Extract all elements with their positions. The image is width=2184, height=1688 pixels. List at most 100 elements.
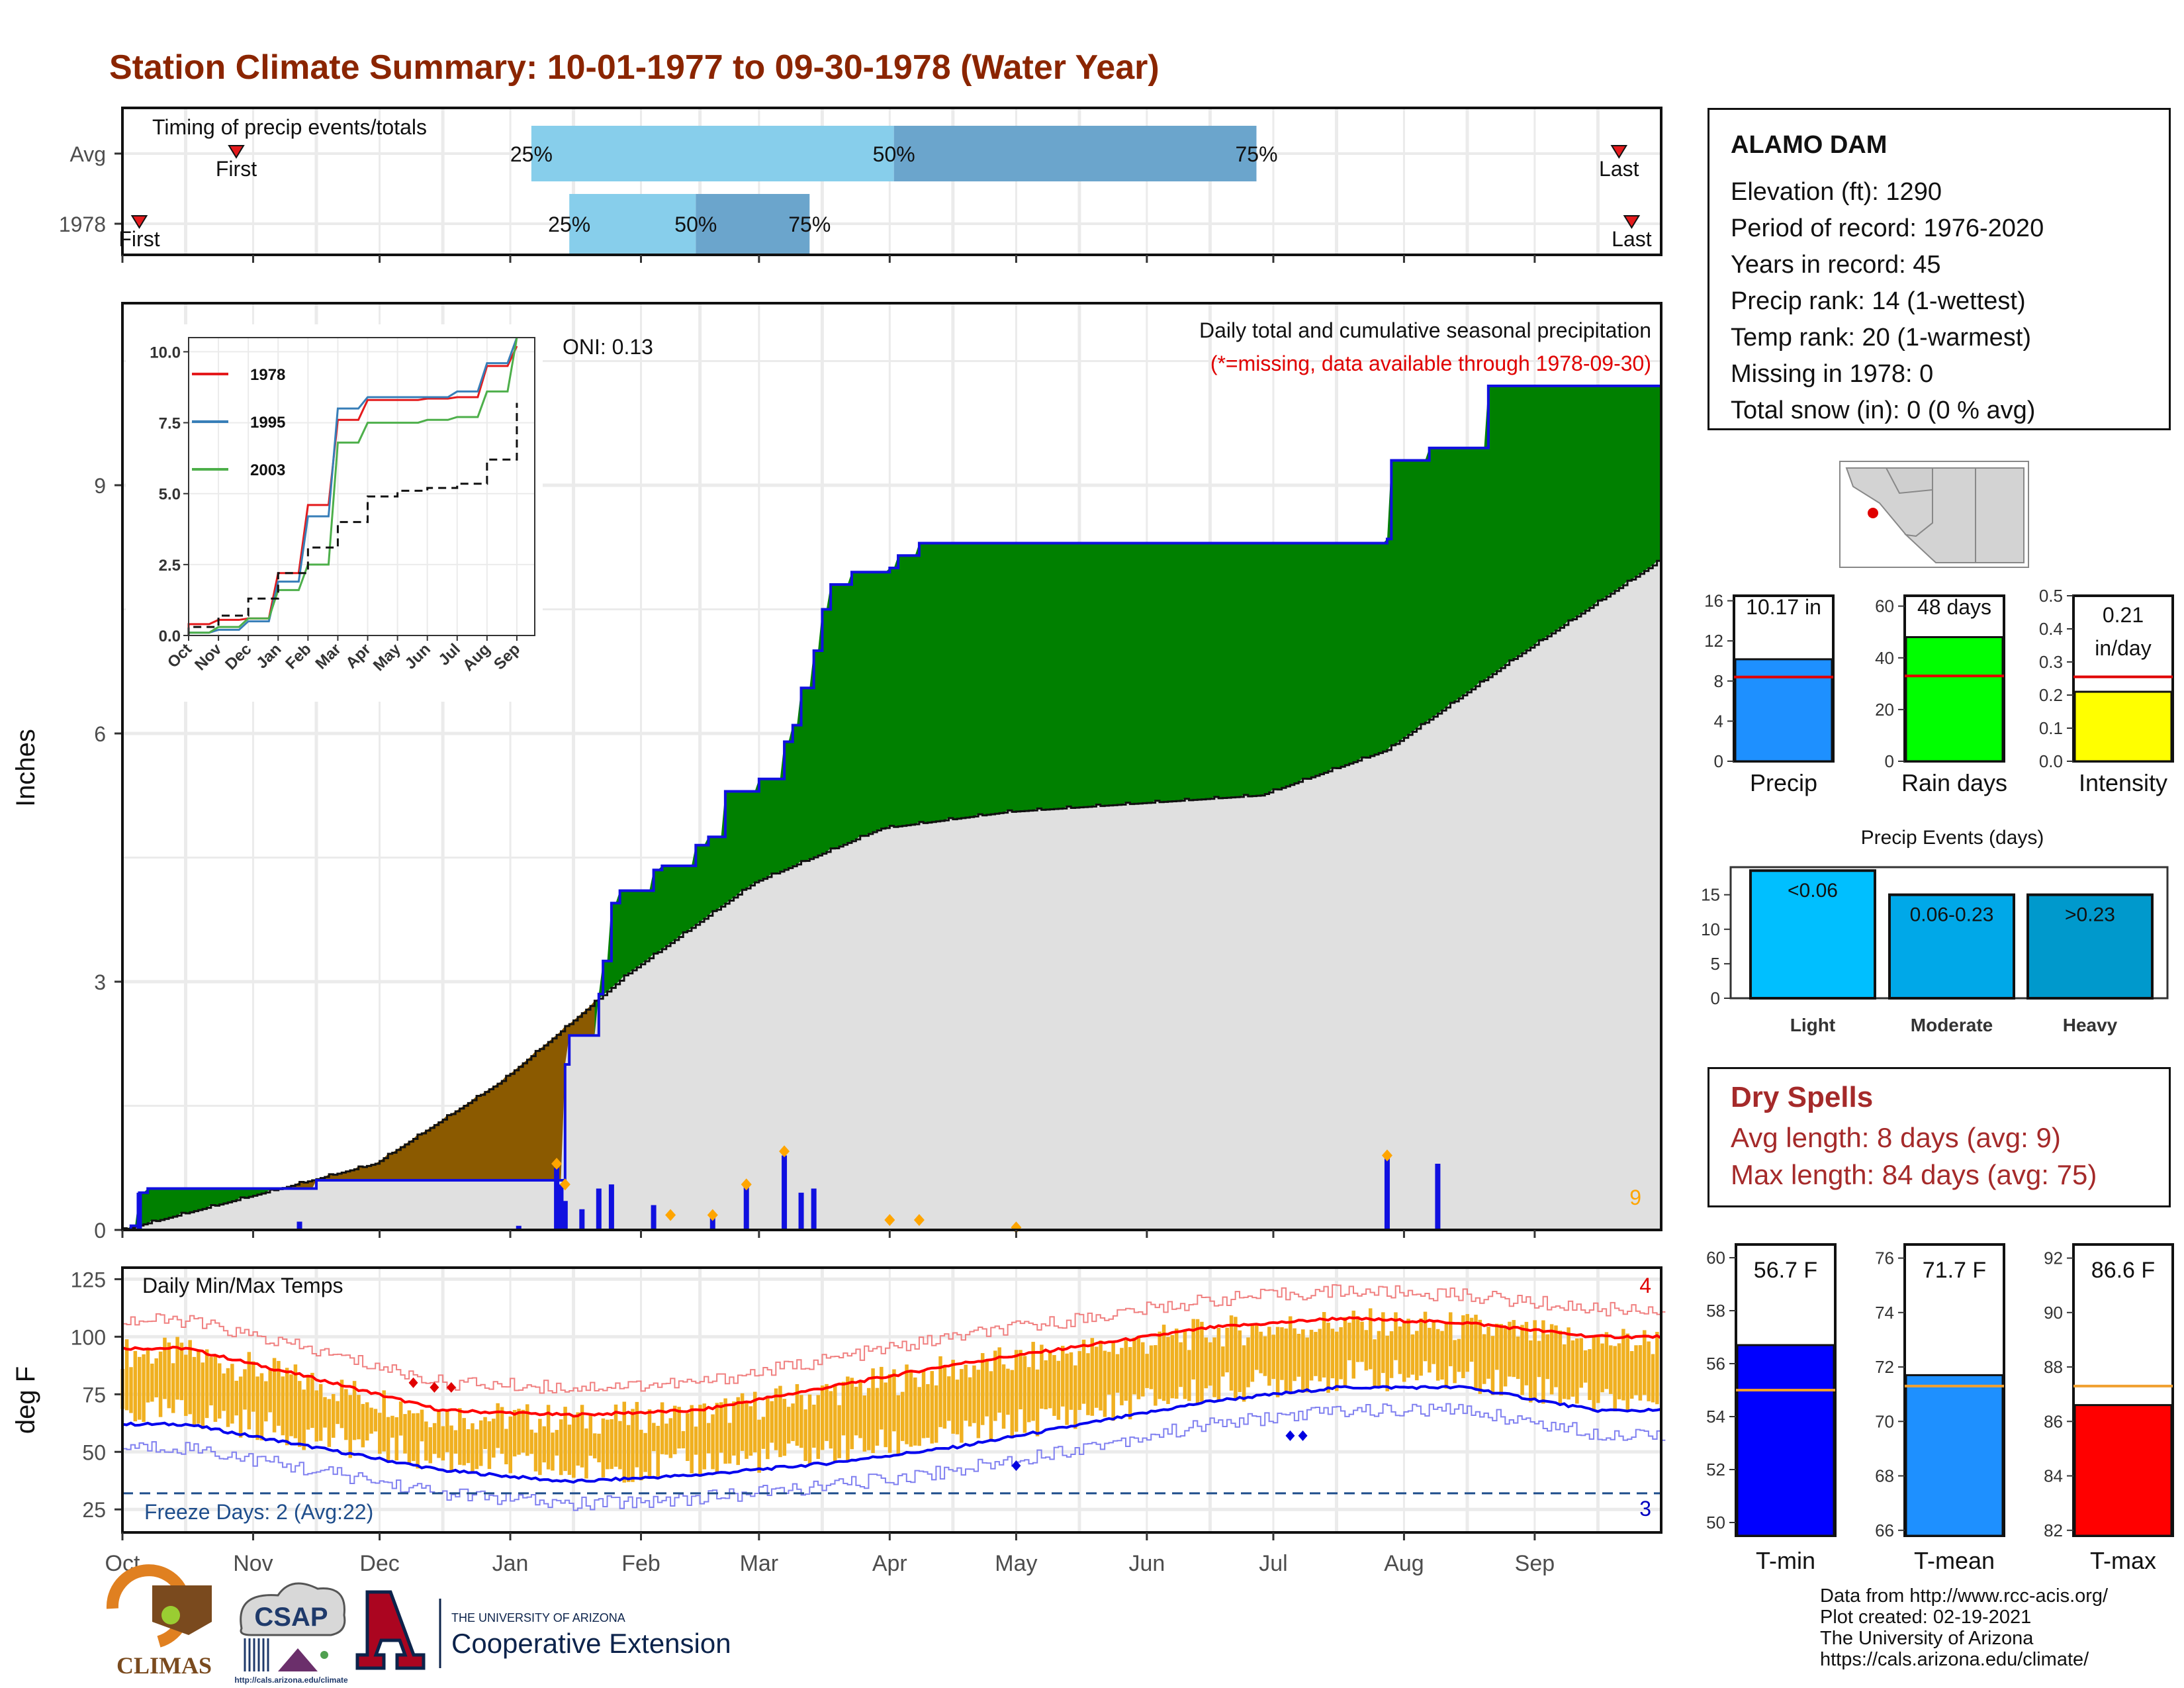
daily-temp-bar	[361, 1403, 365, 1448]
precip-diamond-marker	[913, 1214, 925, 1226]
daily-temp-bar	[572, 1417, 576, 1478]
daily-temp-bar	[1221, 1346, 1225, 1377]
daily-temp-bar	[606, 1419, 610, 1470]
events-ytick-label: 10	[1701, 919, 1720, 939]
daily-temp-bar	[398, 1401, 403, 1436]
events-bar-name: Light	[1790, 1015, 1835, 1035]
temp-panel-label: Daily Min/Max Temps	[142, 1274, 343, 1297]
station-years: Years in record: 45	[1731, 251, 1941, 279]
daily-temp-bar	[1254, 1325, 1259, 1370]
inset-ytick-label: 0.0	[159, 628, 181, 645]
events-ytick-label: 15	[1701, 885, 1720, 905]
daily-temp-bar	[318, 1383, 323, 1441]
daily-temp-bar	[964, 1364, 968, 1421]
daily-temp-bar	[1638, 1345, 1643, 1401]
daily-temp-bar	[407, 1410, 412, 1464]
daily-temp-bar	[1246, 1337, 1250, 1387]
daily-temp-bar	[1297, 1333, 1301, 1377]
precip-events-panel: Precip Events (days) 0 5 10 15 <0.06 Light 0.06…	[1701, 827, 2169, 1035]
temp-bar-ytick-label: 84	[2044, 1466, 2063, 1486]
temp-bar-ytick-label: 82	[2044, 1521, 2063, 1540]
daily-temp-bar	[1161, 1325, 1166, 1401]
avg-cumulative-fill	[122, 559, 1661, 1230]
daily-temp-bar	[1419, 1318, 1423, 1376]
daily-temp-bar	[306, 1375, 310, 1430]
daily-temp-bar	[512, 1409, 517, 1457]
csap-logo-url: http://cals.arizona.edu/climate	[234, 1675, 348, 1685]
daily-temp-bar	[348, 1395, 352, 1458]
precip-diamond-marker	[779, 1145, 790, 1158]
daily-temp-bar	[1107, 1352, 1111, 1395]
month-label: Jun	[1128, 1551, 1165, 1576]
daily-temp-bar	[1655, 1331, 1659, 1405]
station-temp-rank: Temp rank: 20 (1-warmest)	[1731, 324, 2032, 352]
daily-temp-bar	[1314, 1332, 1318, 1376]
daily-temp-bar	[825, 1383, 829, 1441]
daily-temp-bar	[352, 1381, 357, 1440]
daily-temp-bar	[1170, 1335, 1175, 1399]
precip-departure-fill	[594, 386, 1661, 1036]
temp-bar-ytick-label: 88	[2044, 1357, 2063, 1377]
daily-temp-bar	[622, 1401, 627, 1483]
daily-temp-bar	[1520, 1325, 1524, 1395]
small-bar-ytick-label: 0	[1885, 751, 1894, 771]
daily-temp-bar	[871, 1368, 875, 1454]
daily-temp-bar	[525, 1404, 529, 1456]
daily-temp-bar	[690, 1405, 694, 1474]
daily-temp-bar	[1364, 1330, 1369, 1371]
timing-bar-q3	[696, 194, 810, 254]
daily-temp-bar	[458, 1408, 462, 1465]
daily-temp-bar	[921, 1371, 926, 1438]
temp-bar-ytick-label: 92	[2044, 1248, 2063, 1268]
daily-temp-bar	[1073, 1365, 1077, 1429]
daily-temp-bar	[205, 1349, 209, 1419]
daily-temp-bar	[1301, 1329, 1305, 1393]
ua-logo-a	[355, 1590, 426, 1670]
csap-logo-text: CSAP	[254, 1603, 328, 1632]
daily-temp-bar	[386, 1417, 390, 1462]
daily-temp-bar	[652, 1423, 656, 1452]
daily-temp-bar	[453, 1430, 458, 1454]
small-bar-label: Rain days	[1901, 769, 2007, 796]
daily-temp-bar	[1541, 1320, 1545, 1404]
timing-p75-label: 75%	[788, 212, 831, 236]
daily-temp-bar	[807, 1394, 812, 1465]
daily-temp-bar	[1461, 1315, 1465, 1378]
daily-temp-bar	[812, 1404, 816, 1448]
daily-temp-bar	[1347, 1323, 1351, 1360]
daily-temp-bar	[668, 1418, 673, 1458]
month-label: Aug	[1384, 1551, 1424, 1576]
daily-temp-bar	[1120, 1348, 1124, 1405]
daily-temp-bar	[1040, 1344, 1044, 1409]
daily-temp-bar	[778, 1385, 782, 1458]
daily-temp-bar	[786, 1407, 791, 1444]
timing-last-marker	[1623, 215, 1641, 229]
temp-ytick-label: 100	[71, 1325, 106, 1349]
daily-temp-bar	[749, 1406, 753, 1456]
daily-temp-bar	[390, 1415, 394, 1438]
obs-cumulative-line	[122, 385, 1661, 1231]
daily-precip-bar	[558, 1184, 564, 1230]
inset-frame	[188, 337, 535, 636]
daily-temp-bar	[1533, 1320, 1537, 1400]
daily-temp-bar	[1613, 1346, 1617, 1412]
temp-bar-value-label: 86.6 F	[2091, 1258, 2155, 1283]
daily-temp-bar	[1385, 1335, 1389, 1391]
precip-diamond-marker	[665, 1209, 676, 1221]
station-period: Period of record: 1976-2020	[1731, 214, 2044, 242]
daily-temp-bar	[247, 1352, 251, 1430]
daily-temp-bar	[310, 1372, 314, 1429]
daily-temp-bar	[150, 1363, 154, 1402]
daily-temp-bar	[993, 1350, 997, 1421]
daily-temp-bar	[1238, 1330, 1242, 1392]
logos: CLIMAS CSAP http://cals.arizona.edu/climat…	[106, 1564, 731, 1685]
daily-temp-bar	[1394, 1312, 1398, 1360]
daily-temp-bar	[1077, 1351, 1081, 1410]
daily-temp-bar	[222, 1373, 226, 1411]
daily-temp-bar	[1575, 1338, 1579, 1404]
temp-bar-ytick-label: 70	[1875, 1411, 1894, 1431]
map-state-nevada	[1885, 467, 1933, 494]
timing-first-marker	[130, 215, 148, 229]
climas-logo-shape	[152, 1585, 212, 1635]
daily-temp-bar	[1048, 1351, 1052, 1409]
